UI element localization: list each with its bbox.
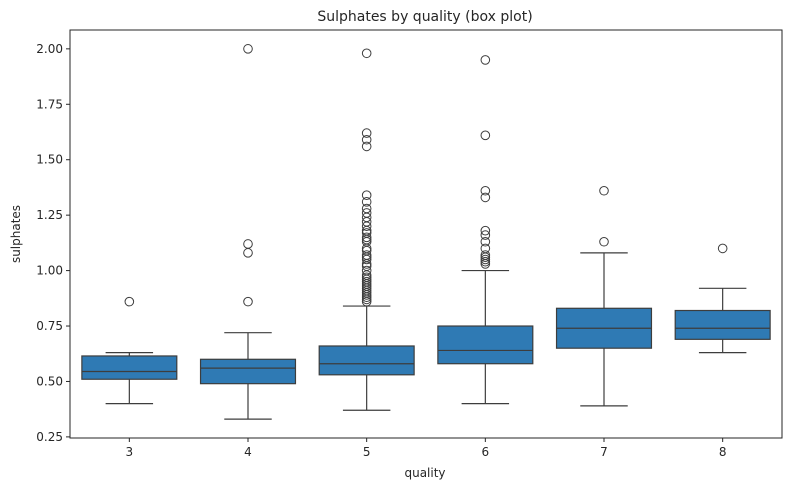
- outlier-point: [361, 250, 372, 260]
- outlier-point: [480, 130, 491, 141]
- y-tick-label: 1.25: [36, 208, 63, 222]
- plot-frame: [69, 29, 783, 439]
- outlier-point: [480, 55, 491, 65]
- outlier-point: [361, 276, 372, 287]
- outlier-point: [124, 296, 135, 307]
- box-group: [199, 44, 297, 420]
- x-tick-label: 8: [719, 445, 727, 459]
- iqr-box: [437, 325, 534, 365]
- y-tick-label: 2.00: [36, 42, 63, 56]
- plot-area: 0.25 0.50 0.75 1.00 1.25 1.50 1.75 2.00 3 4 5 6 7 8: [36, 29, 783, 459]
- outlier-point: [361, 228, 372, 238]
- outlier-point: [361, 141, 372, 152]
- x-tick-label: 3: [126, 445, 134, 459]
- y-tick-label: 0.25: [36, 430, 63, 444]
- outlier-point: [480, 256, 491, 267]
- outlier-point: [361, 232, 372, 243]
- iqr-box: [81, 355, 178, 380]
- iqr-box: [674, 309, 771, 340]
- y-axis-ticks: 0.25 0.50 0.75 1.00 1.25 1.50 1.75 2.00: [36, 42, 70, 444]
- box-group: [555, 185, 653, 407]
- y-tick-label: 1.00: [36, 264, 63, 278]
- outlier-point: [717, 243, 728, 254]
- outlier-point: [480, 236, 491, 247]
- x-axis-ticks: 3 4 5 6 7 8: [126, 438, 727, 459]
- outlier-point: [361, 203, 372, 214]
- outlier-point: [361, 134, 372, 145]
- outlier-point: [480, 250, 491, 260]
- outlier-point: [361, 190, 372, 200]
- y-tick-label: 1.50: [36, 153, 63, 167]
- chart-title: Sulphates by quality (box plot): [317, 9, 532, 25]
- x-tick-label: 6: [482, 445, 490, 459]
- x-tick-label: 4: [244, 445, 252, 459]
- outlier-point: [243, 248, 253, 258]
- outlier-point: [361, 208, 372, 218]
- y-axis-label: sulphates: [9, 205, 23, 263]
- outlier-point: [480, 230, 491, 240]
- outlier-point: [361, 128, 372, 138]
- outlier-point: [480, 225, 491, 236]
- outlier-point: [243, 44, 253, 54]
- outlier-point: [361, 272, 372, 283]
- box-group: [437, 55, 534, 405]
- x-tick-label: 5: [363, 445, 371, 459]
- box-group: [318, 48, 415, 411]
- box-series: [81, 44, 771, 420]
- outlier-point: [361, 197, 372, 207]
- x-tick-label: 7: [600, 445, 608, 459]
- outlier-point: [243, 239, 253, 249]
- outlier-point: [480, 254, 491, 265]
- x-axis-label: quality: [404, 466, 445, 480]
- box-group: [674, 243, 771, 354]
- y-tick-label: 0.50: [36, 374, 63, 388]
- outlier-point: [599, 185, 609, 196]
- outlier-point: [361, 265, 372, 276]
- outlier-point: [243, 296, 253, 307]
- box-group: [81, 296, 178, 405]
- y-tick-label: 0.75: [36, 319, 63, 333]
- y-tick-label: 1.75: [36, 97, 63, 111]
- outlier-point: [480, 185, 491, 196]
- iqr-box: [318, 345, 415, 376]
- iqr-box: [199, 358, 297, 385]
- outlier-point: [480, 243, 491, 254]
- outlier-point: [480, 192, 491, 203]
- outlier-point: [361, 48, 372, 59]
- outlier-point: [599, 236, 609, 247]
